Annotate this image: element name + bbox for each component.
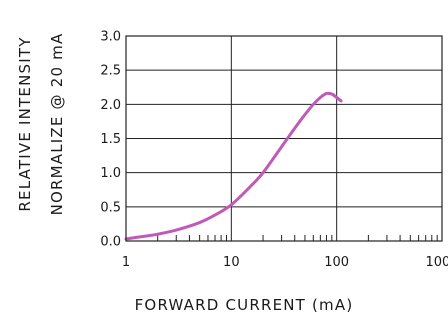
x-tick-label: 1000 bbox=[425, 255, 448, 270]
y-tick-labels: 0.0 0.5 1.0 1.5 2.0 2.5 3.0 bbox=[100, 30, 121, 250]
y-axis-title-line-2: NORMALIZE @ 20 mA bbox=[48, 33, 66, 216]
y-tick-label: 2.5 bbox=[100, 64, 121, 79]
y-tick-label: 1.0 bbox=[100, 166, 121, 181]
x-axis-title: FORWARD CURRENT (mA) bbox=[135, 296, 354, 314]
y-tick-label: 0.0 bbox=[100, 235, 121, 250]
x-tick-label: 100 bbox=[324, 255, 349, 270]
y-tick-label: 1.5 bbox=[100, 132, 121, 147]
series-line-0 bbox=[124, 91, 343, 241]
y-tick-label: 2.0 bbox=[100, 98, 121, 113]
y-tick-label: 0.5 bbox=[100, 200, 121, 215]
series-layer bbox=[124, 91, 343, 241]
x-tick-label: 10 bbox=[223, 255, 240, 270]
minor-ticks bbox=[157, 235, 438, 241]
plot-area-frame bbox=[125, 35, 443, 242]
y-tick-label: 3.0 bbox=[100, 30, 121, 45]
grid bbox=[126, 36, 442, 241]
x-tick-label: 1 bbox=[122, 255, 130, 270]
x-tick-labels: 1 10 100 1000 bbox=[122, 255, 448, 270]
y-axis-title-line-1: RELATIVE INTENSITY bbox=[16, 36, 34, 211]
